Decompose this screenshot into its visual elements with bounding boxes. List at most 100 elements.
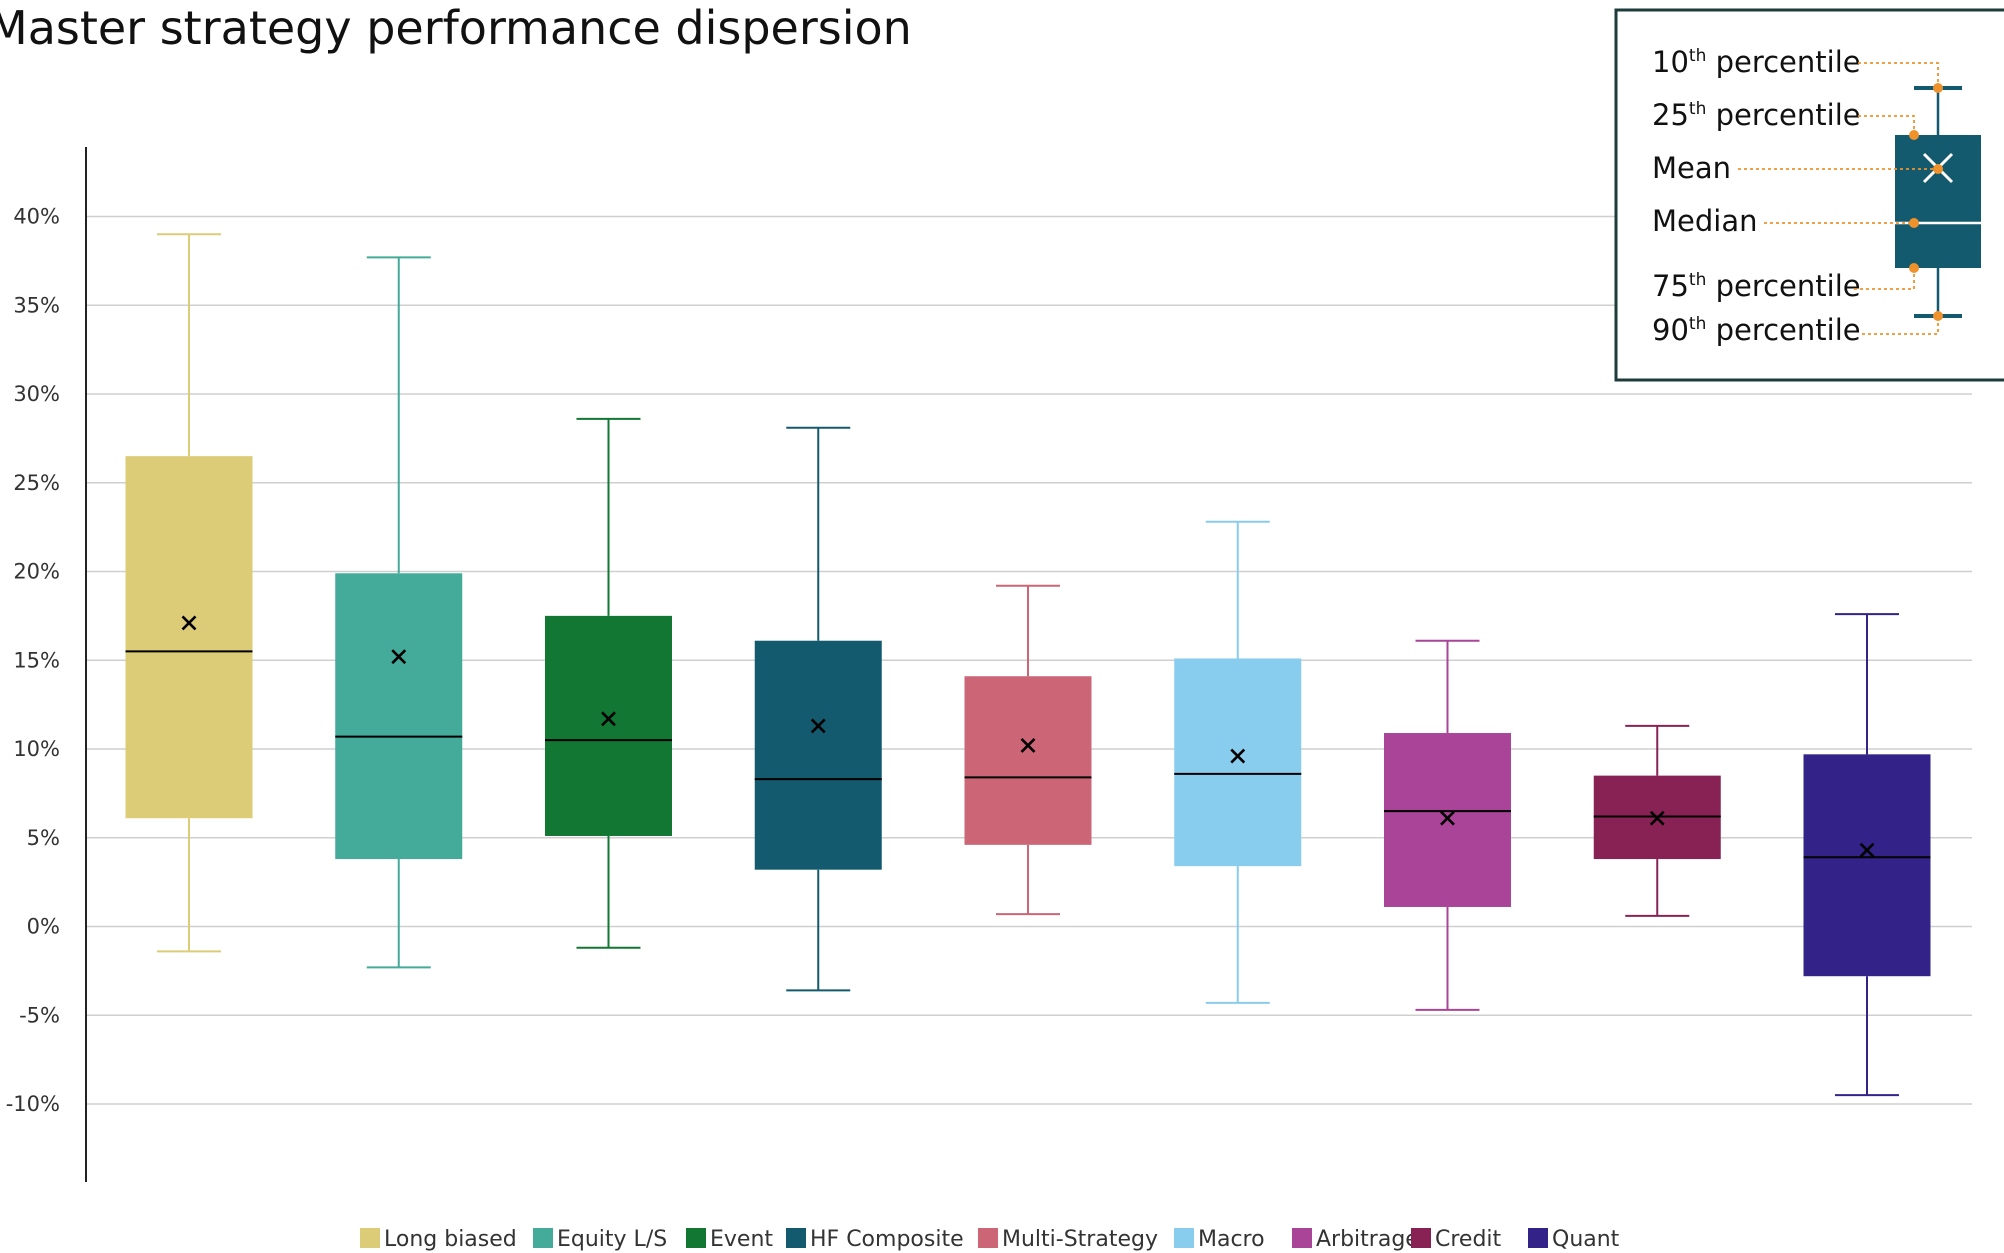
legend-swatch	[978, 1228, 998, 1248]
legend-label: Quant	[1552, 1227, 1620, 1252]
box-body	[335, 573, 463, 860]
mean-marker-stroke	[1230, 748, 1246, 764]
y-tick-label: -10%	[6, 1092, 60, 1116]
legend-swatch	[686, 1228, 706, 1248]
key-label-text: 90th percentile	[1652, 313, 1861, 347]
mean-marker-stroke	[391, 649, 407, 665]
legend-item-arbitrage: Arbitrage	[1292, 1227, 1419, 1252]
legend: Long biased Equity L/S Event HF Composite Mu…	[360, 1227, 1620, 1252]
key-leader-dot	[1909, 263, 1919, 273]
key-label-text: 25th percentile	[1652, 98, 1861, 132]
y-tick-label: 5%	[27, 826, 60, 850]
legend-label: Multi-Strategy	[1002, 1227, 1158, 1252]
legend-swatch	[1292, 1228, 1312, 1248]
box-credit	[1593, 724, 1721, 917]
key-box	[1895, 135, 1981, 268]
mean-marker	[1440, 810, 1455, 826]
key-leader-line	[1862, 316, 1939, 335]
box-body	[545, 615, 672, 836]
box-multi-strategy	[964, 584, 1092, 916]
key-leader-dot	[1909, 218, 1919, 228]
legend-label: HF Composite	[810, 1227, 964, 1252]
y-tick-label: -5%	[19, 1003, 60, 1027]
legend-label: Long biased	[384, 1227, 517, 1252]
box-body	[125, 456, 253, 819]
box-arbitrage	[1384, 639, 1511, 1011]
mean-marker	[1230, 748, 1246, 764]
box-long-biased	[125, 233, 253, 953]
box-body	[964, 676, 1092, 845]
key-label-text: Median	[1652, 204, 1757, 238]
mean-marker	[1649, 810, 1665, 826]
box-body	[1803, 754, 1931, 977]
legend-item-event: Event	[686, 1227, 773, 1252]
legend-swatch	[1411, 1228, 1431, 1248]
mean-marker	[810, 718, 826, 734]
y-tick-label: 0%	[27, 915, 60, 939]
legend-swatch	[533, 1228, 553, 1248]
y-tick-label: 30%	[13, 382, 60, 406]
key-label-10-percentile: 10th percentile	[1652, 45, 1943, 93]
key-label-text: 75th percentile	[1652, 269, 1861, 303]
legend-label: Event	[710, 1227, 773, 1252]
key-leader-line	[1858, 115, 1915, 135]
mean-marker-stroke	[1859, 842, 1875, 858]
mean-marker-stroke	[181, 615, 197, 631]
mean-marker-stroke	[1440, 810, 1455, 826]
mean-marker-stroke	[601, 711, 616, 727]
key-label-mean: Mean	[1652, 151, 1943, 185]
key-label-75-percentile: 75th percentile	[1652, 263, 1919, 303]
key-label-text: 10th percentile	[1652, 45, 1861, 79]
box-macro	[1174, 520, 1302, 1004]
box-quant	[1803, 613, 1931, 1097]
legend-item-credit: Credit	[1411, 1227, 1502, 1252]
legend-item-hf-composite: HF Composite	[786, 1227, 964, 1252]
mean-marker	[391, 649, 407, 665]
box-body	[754, 640, 882, 870]
legend-label: Credit	[1435, 1227, 1502, 1252]
box-body	[1174, 658, 1302, 867]
mean-marker	[601, 711, 616, 727]
key-leader-dot	[1909, 130, 1919, 140]
legend-label: Macro	[1198, 1227, 1265, 1252]
legend-label: Equity L/S	[557, 1227, 667, 1252]
box-key-panel: 10th percentile 25th percentile Mean Median…	[1614, 8, 2004, 382]
key-label-median: Median	[1652, 204, 1919, 238]
legend-item-quant: Quant	[1528, 1227, 1620, 1252]
legend-swatch	[786, 1228, 806, 1248]
chart-title: Master strategy performance dispersion	[0, 1, 912, 55]
mean-marker	[1020, 738, 1036, 753]
y-tick-label: 40%	[13, 205, 60, 229]
key-leader-dot	[1933, 83, 1943, 93]
y-tick-label: 25%	[13, 471, 60, 495]
y-tick-label: 15%	[13, 648, 60, 672]
key-leader-dot	[1933, 311, 1943, 321]
box-hf-composite	[754, 426, 882, 992]
box-series	[125, 233, 1931, 1097]
mean-marker-stroke	[1020, 738, 1036, 753]
legend-swatch	[360, 1228, 380, 1248]
legend-swatch	[1528, 1228, 1548, 1248]
y-tick-label: 35%	[13, 293, 60, 317]
legend-item-equity-l-s: Equity L/S	[533, 1227, 667, 1252]
mean-marker	[181, 615, 197, 631]
mean-marker-stroke	[810, 718, 826, 734]
key-leader-line	[1854, 268, 1915, 290]
legend-swatch	[1174, 1228, 1194, 1248]
legend-item-long-biased: Long biased	[360, 1227, 517, 1252]
legend-label: Arbitrage	[1316, 1227, 1419, 1252]
mean-marker	[1859, 842, 1875, 858]
box-event	[545, 417, 672, 949]
key-label-text: Mean	[1652, 151, 1731, 185]
legend-item-macro: Macro	[1174, 1227, 1265, 1252]
key-leader-dot	[1933, 164, 1943, 174]
y-axis-tick-labels: 40% 35% 30% 25% 20% 15% 10% 5% 0% -5% -10%	[6, 205, 60, 1117]
box-equity-l-s	[335, 256, 463, 969]
key-leader-line	[1858, 62, 1939, 88]
legend-item-multi-strategy: Multi-Strategy	[978, 1227, 1158, 1252]
key-label-25-percentile: 25th percentile	[1652, 98, 1919, 140]
y-tick-label: 10%	[13, 737, 60, 761]
key-label-90-percentile: 90th percentile	[1652, 311, 1943, 347]
mean-marker-stroke	[1649, 810, 1665, 826]
